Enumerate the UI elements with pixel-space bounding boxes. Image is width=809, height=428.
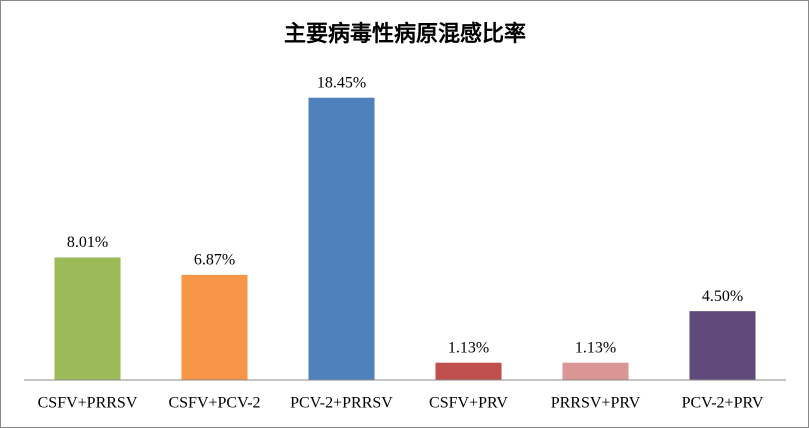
bar [562, 362, 629, 380]
data-label: 6.87% [194, 252, 235, 269]
bar [54, 257, 121, 380]
bar [689, 311, 756, 380]
x-tick-label: CSFV+PCV-2 [168, 395, 260, 412]
data-label: 4.50% [702, 288, 743, 305]
data-label: 8.01% [67, 234, 108, 251]
bar [435, 362, 502, 380]
chart-title: 主要病毒性病原混感比率 [284, 21, 526, 46]
x-tick-label: PCV-2+PRRSV [290, 395, 393, 412]
bar [181, 274, 248, 380]
bar [308, 97, 375, 380]
data-label: 1.13% [575, 339, 616, 356]
x-tick-label: PRRSV+PRV [551, 395, 641, 412]
x-tick-label: CSFV+PRV [429, 395, 508, 412]
x-tick-label: PCV-2+PRV [682, 395, 764, 412]
x-tick-label: CSFV+PRRSV [38, 395, 138, 412]
data-label: 18.45% [317, 74, 366, 91]
data-label: 1.13% [448, 339, 489, 356]
